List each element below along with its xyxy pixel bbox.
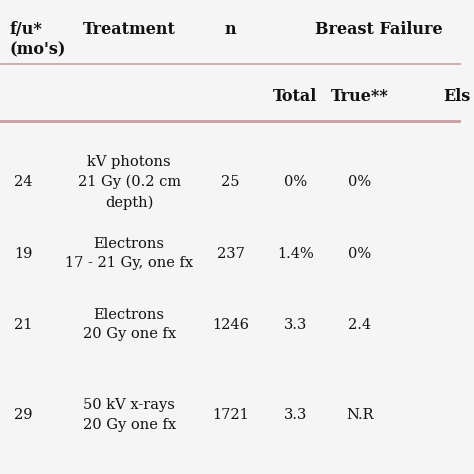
- Text: 24: 24: [14, 175, 32, 190]
- Text: n: n: [225, 21, 237, 38]
- Text: 0%: 0%: [284, 175, 307, 190]
- Text: 237: 237: [217, 246, 245, 261]
- Text: 1.4%: 1.4%: [277, 246, 314, 261]
- Text: 19: 19: [14, 246, 32, 261]
- Text: N.R: N.R: [346, 408, 374, 422]
- Text: kV photons
21 Gy (0.2 cm
depth): kV photons 21 Gy (0.2 cm depth): [78, 155, 181, 210]
- Text: 1246: 1246: [212, 318, 249, 332]
- Text: Electrons
20 Gy one fx: Electrons 20 Gy one fx: [82, 308, 176, 341]
- Text: 50 kV x-rays
20 Gy one fx: 50 kV x-rays 20 Gy one fx: [82, 398, 176, 431]
- Text: Treatment: Treatment: [83, 21, 176, 38]
- Text: Electrons
17 - 21 Gy, one fx: Electrons 17 - 21 Gy, one fx: [65, 237, 193, 270]
- Text: Els: Els: [443, 88, 470, 105]
- Text: 0%: 0%: [348, 246, 372, 261]
- Text: 25: 25: [221, 175, 240, 190]
- Text: 1721: 1721: [212, 408, 249, 422]
- Text: Breast Failure: Breast Failure: [315, 21, 442, 38]
- Text: 3.3: 3.3: [283, 318, 307, 332]
- Text: True**: True**: [331, 88, 389, 105]
- Text: 2.4: 2.4: [348, 318, 372, 332]
- Text: 3.3: 3.3: [283, 408, 307, 422]
- Text: Total: Total: [273, 88, 318, 105]
- Text: 0%: 0%: [348, 175, 372, 190]
- Text: 29: 29: [14, 408, 32, 422]
- Text: f/u*
(mo's): f/u* (mo's): [9, 21, 65, 58]
- Text: 21: 21: [14, 318, 32, 332]
